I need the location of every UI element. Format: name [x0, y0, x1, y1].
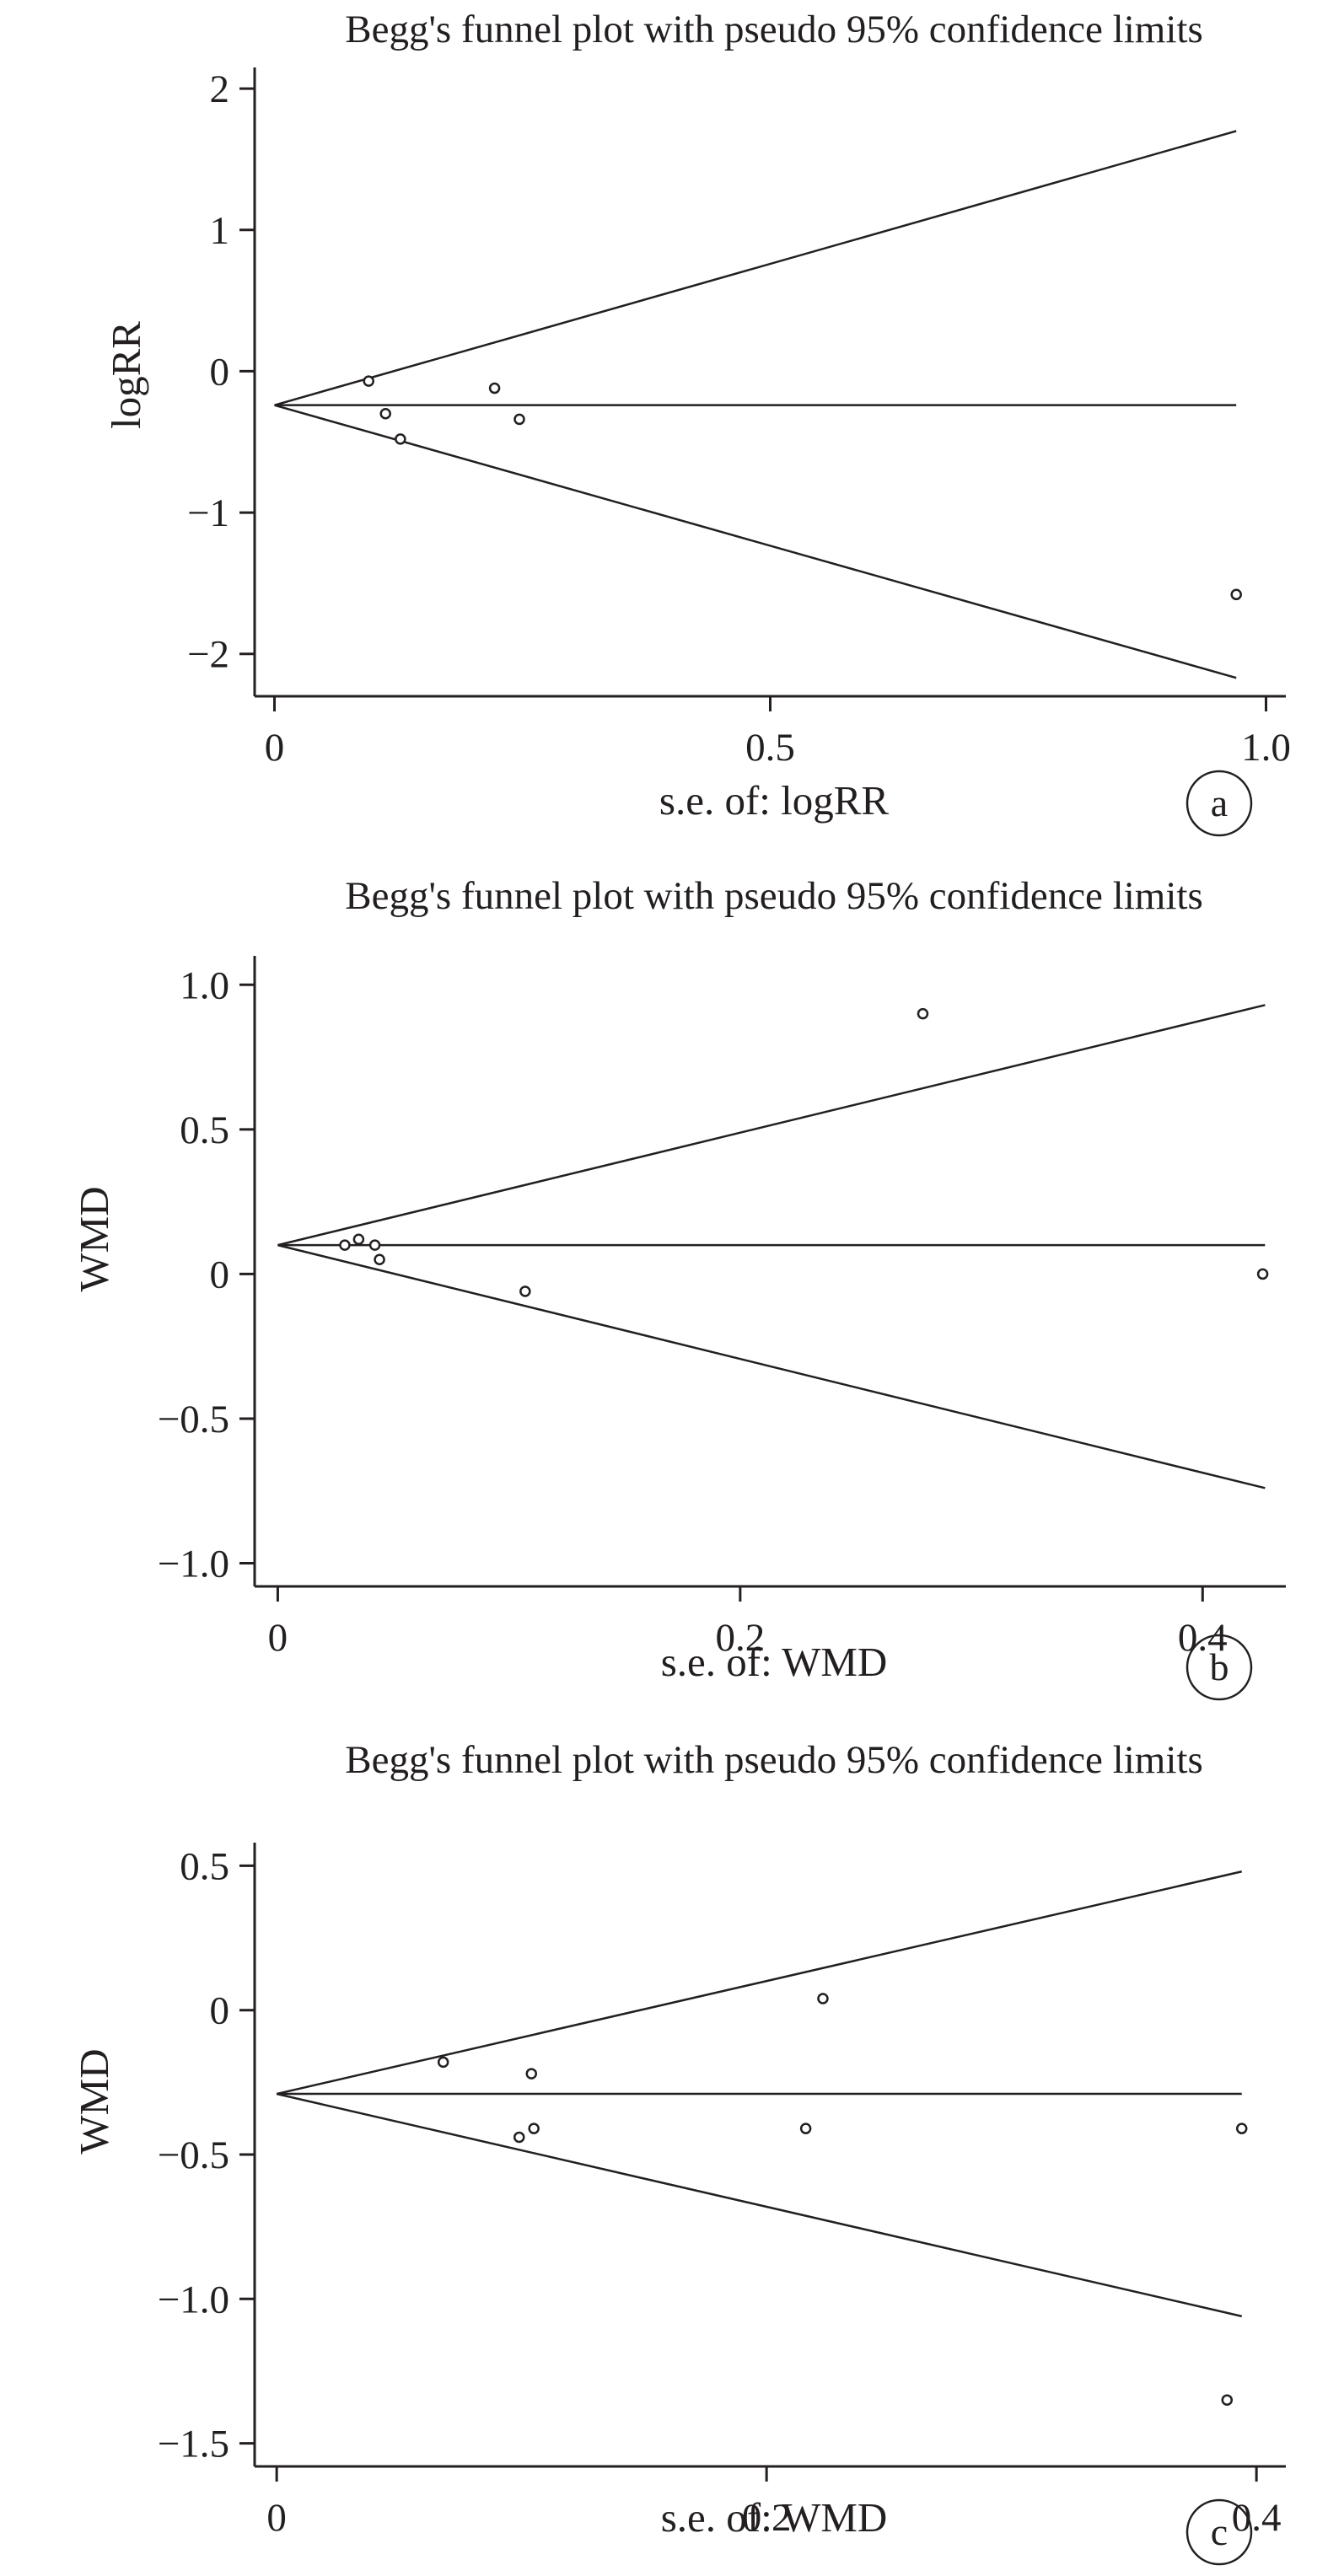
panel-b-label: b	[1210, 1645, 1229, 1688]
panel-b-points	[339, 1007, 1269, 1297]
panel-c-ticks: 0.5 0 −0.5 −1.0 −1.5 0 0.2 0.4	[158, 1844, 1282, 2540]
panel-b-y-tick-label: 0	[210, 1253, 230, 1296]
panel-a-lower-limit-line	[274, 404, 1237, 679]
panel-c-study-point	[513, 2131, 525, 2144]
panel-a-label-circle	[1186, 770, 1253, 837]
panel-a-funnel	[274, 130, 1237, 679]
panel-a-study-point	[513, 413, 525, 426]
panel-a-y-tick-label: 1	[210, 209, 230, 253]
panel-a-study-point	[1230, 588, 1242, 601]
panel-c-frame	[253, 1843, 1286, 2468]
panel-a-x-tick-label: 0	[265, 726, 285, 770]
panel-b-lower-limit-line	[277, 1243, 1266, 1489]
panel-a-y-axis-label: logRR	[103, 321, 149, 429]
panel-b-study-point	[519, 1285, 531, 1297]
panel-a-study-point	[379, 407, 391, 420]
panel-a-study-point	[488, 382, 501, 394]
panel-b-x-tick-label: 0.2	[715, 1616, 765, 1660]
panel-b-study-point	[917, 1007, 929, 1020]
panel-b-frame	[253, 956, 1286, 1588]
panel-c-study-point	[525, 2068, 538, 2080]
panel-c-y-tick-label: 0.5	[180, 1844, 229, 1888]
panel-b-ticks: 1.0 0.5 0 −0.5 −1.0 0 0.2 0.4	[158, 963, 1228, 1660]
panel-b-upper-limit-line	[277, 1004, 1266, 1247]
panel-c-study-point	[1235, 2123, 1248, 2134]
panel-c-study-point	[528, 2123, 540, 2134]
panel-c-y-tick-label: −1.5	[158, 2423, 229, 2466]
panel-a-x-axis-label: s.e. of: logRR	[659, 777, 890, 824]
panel-a-ticks: 2 1 0 −1 −2 0 0.5 1.0	[187, 67, 1291, 770]
panel-b-study-point	[374, 1253, 385, 1266]
panel-c-study-point	[437, 2056, 449, 2069]
panel-c-label: c	[1211, 2510, 1228, 2553]
panel-a: Begg's funnel plot with pseudo 95% confi…	[103, 8, 1291, 837]
panel-c-funnel	[276, 1870, 1242, 2318]
panel-b-y-tick-label: 1.0	[180, 963, 229, 1007]
panel-b-label-circle	[1186, 1634, 1253, 1701]
panel-c-x-axis-label: s.e. of: WMD	[661, 2494, 888, 2541]
panel-b-study-point	[368, 1239, 381, 1251]
panel-c-points	[437, 1993, 1248, 2406]
panel-c-y-tick-label: 0	[210, 1989, 230, 2033]
panel-b-x-axis-label: s.e. of: WMD	[661, 1639, 888, 1685]
panel-c-title: Begg's funnel plot with pseudo 95% confi…	[345, 1738, 1203, 1782]
panel-b-study-point	[1256, 1268, 1269, 1280]
panel-b-study-point	[352, 1233, 365, 1246]
panel-a-upper-limit-line	[274, 130, 1237, 406]
panel-c-study-point	[817, 1993, 829, 2004]
panel-b-funnel	[277, 1004, 1266, 1489]
panel-a-study-point	[395, 433, 406, 445]
panel-c-x-tick-label: 0	[266, 2496, 287, 2540]
panel-a-points	[363, 375, 1242, 601]
panel-a-x-tick-label: 1.0	[1241, 726, 1291, 770]
panel-c-study-point	[1221, 2394, 1234, 2406]
panel-c-y-tick-label: −1.0	[158, 2278, 229, 2321]
panel-b-y-tick-label: −1.0	[158, 1543, 229, 1586]
panel-c-x-tick-label: 0.2	[742, 2496, 792, 2540]
panel-b: Begg's funnel plot with pseudo 95% confi…	[71, 874, 1286, 1701]
panel-a-study-point	[363, 375, 374, 387]
panel-a-label: a	[1211, 781, 1228, 824]
panel-a-y-tick-label: 0	[210, 350, 230, 394]
panel-b-y-tick-label: −0.5	[158, 1398, 229, 1441]
panel-b-study-point	[339, 1239, 351, 1251]
panel-b-x-tick-label: 0	[268, 1616, 288, 1660]
panel-b-x-tick-label: 0.4	[1178, 1616, 1228, 1660]
panel-b-title: Begg's funnel plot with pseudo 95% confi…	[345, 874, 1203, 918]
panel-c-lower-limit-line	[276, 2092, 1242, 2318]
panel-b-y-tick-label: 0.5	[180, 1108, 229, 1152]
panel-c-label-circle	[1186, 2498, 1253, 2566]
panel-a-title: Begg's funnel plot with pseudo 95% confi…	[345, 8, 1203, 51]
panel-c-study-point	[799, 2123, 812, 2134]
panel-c-upper-limit-line	[276, 1870, 1242, 2096]
panel-a-y-tick-label: −1	[187, 491, 229, 535]
panel-c-x-tick-label: 0.4	[1232, 2496, 1282, 2540]
panel-c: Begg's funnel plot with pseudo 95% confi…	[71, 1738, 1286, 2566]
panel-a-y-tick-label: −2	[187, 633, 229, 677]
panel-a-x-tick-label: 0.5	[745, 726, 795, 770]
panel-a-y-tick-label: 2	[210, 67, 230, 111]
panel-c-y-tick-label: −0.5	[158, 2133, 229, 2177]
panel-c-y-axis-label: WMD	[71, 2048, 117, 2154]
panel-b-y-axis-label: WMD	[71, 1186, 117, 1291]
